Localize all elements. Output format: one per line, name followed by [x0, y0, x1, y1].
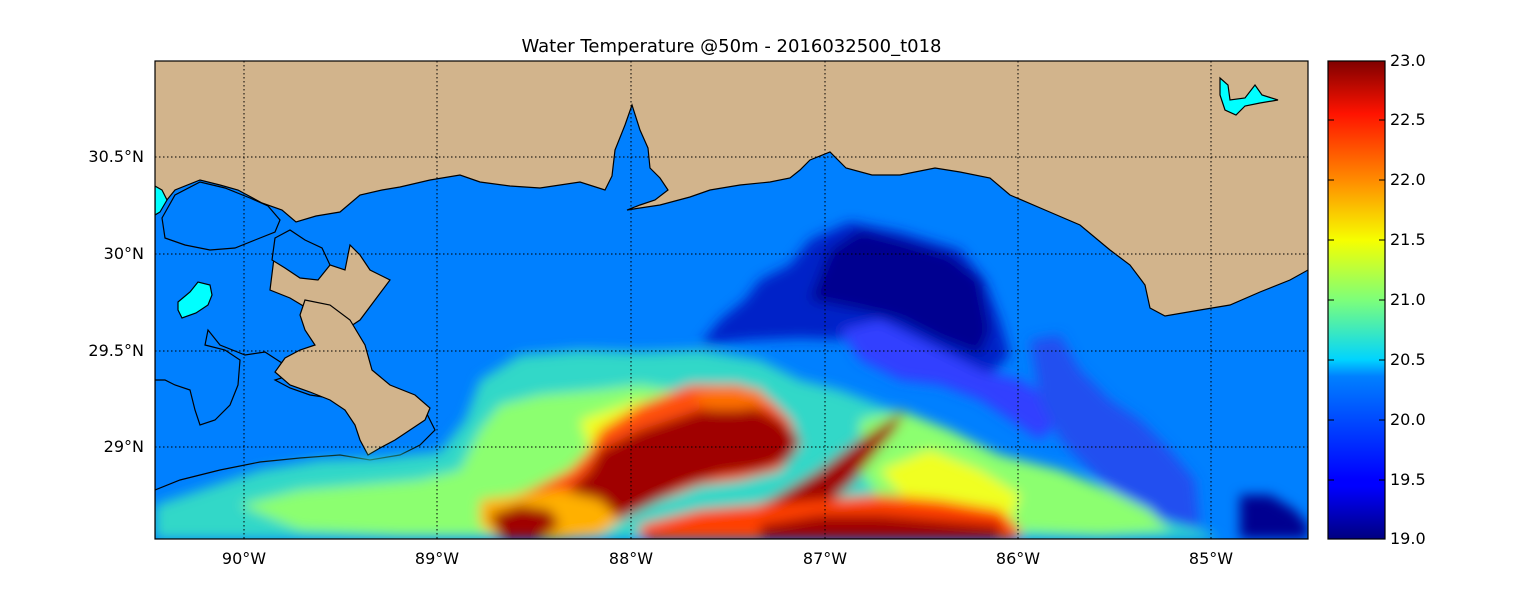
map-frame — [154, 60, 1309, 540]
lon-label: 90°W — [221, 549, 267, 568]
lat-label: 30.5°N — [88, 147, 144, 166]
lat-label: 30°N — [103, 244, 144, 263]
colorbar-tick-label: 22.0 — [1390, 170, 1426, 189]
colorbar-tick-label: 20.5 — [1390, 350, 1426, 369]
colorbar-tick-label: 22.5 — [1390, 110, 1426, 129]
lon-label: 88°W — [608, 549, 654, 568]
colorbar-tick-label: 21.0 — [1390, 290, 1426, 309]
lake-west — [177, 281, 213, 319]
lat-label: 29°N — [103, 437, 144, 456]
lake-florida — [1219, 76, 1279, 116]
lon-label: 89°W — [414, 549, 460, 568]
colorbar-tick-label: 20.0 — [1390, 410, 1426, 429]
map-title: Water Temperature @50m - 2016032500_t018 — [521, 36, 942, 57]
lon-label: 87°W — [802, 549, 848, 568]
lat-label: 29.5°N — [88, 341, 144, 360]
colorbar-ticks — [1328, 119, 1385, 481]
colorbar-tick-label: 19.5 — [1390, 470, 1426, 489]
map-area — [155, 61, 1308, 539]
lake-edge — [155, 185, 168, 216]
colorbar — [1327, 60, 1386, 540]
gridlines — [155, 61, 1308, 539]
lon-label: 86°W — [995, 549, 1041, 568]
colorbar-tick-label: 21.5 — [1390, 230, 1426, 249]
colorbar-tick-label: 23.0 — [1390, 51, 1426, 70]
temperature-field — [155, 222, 1308, 539]
lake-pontchartrain — [161, 181, 281, 251]
colorbar-tick-label: 19.0 — [1390, 529, 1426, 548]
lon-label: 85°W — [1188, 549, 1234, 568]
